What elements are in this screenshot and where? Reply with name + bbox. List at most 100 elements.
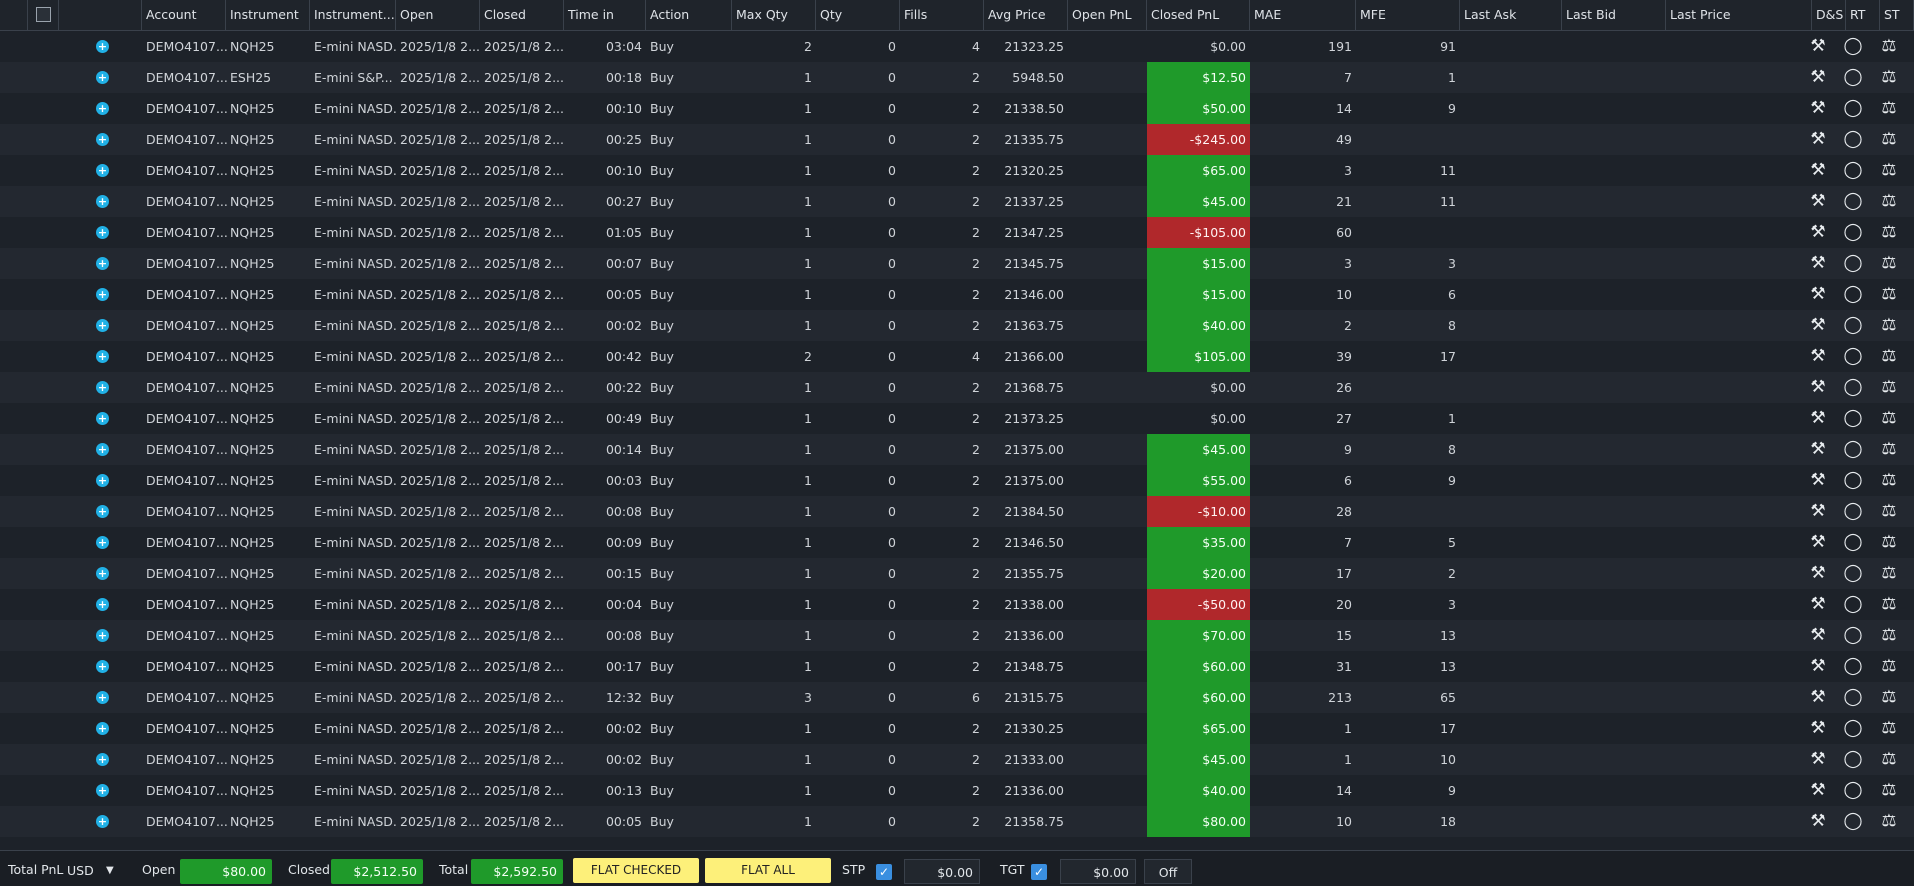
- off-toggle[interactable]: Off: [1144, 859, 1192, 884]
- scales-icon[interactable]: ⚖: [1881, 718, 1897, 738]
- scales-icon[interactable]: ⚖: [1881, 687, 1897, 707]
- piggy-bank-icon[interactable]: ◯: [1843, 594, 1863, 614]
- piggy-bank-icon[interactable]: ◯: [1843, 98, 1863, 118]
- column-header-open-pnl[interactable]: Open PnL: [1068, 0, 1147, 30]
- piggy-bank-icon[interactable]: ◯: [1843, 253, 1863, 273]
- flat-checked-button[interactable]: FLAT CHECKED: [573, 858, 699, 883]
- table-row[interactable]: DEMO4107...NQH25 E-mini NASD... 2025/1/8 2…: [0, 124, 1914, 155]
- table-row[interactable]: DEMO4107...NQH25 E-mini NASD... 2025/1/8 2…: [0, 465, 1914, 496]
- table-row[interactable]: DEMO4107...NQH25 E-mini NASD... 2025/1/8 2…: [0, 93, 1914, 124]
- table-row[interactable]: DEMO4107...NQH25 E-mini NASD... 2025/1/8 2…: [0, 713, 1914, 744]
- expand-row-icon[interactable]: [96, 372, 109, 403]
- column-header-mfe[interactable]: MFE: [1356, 0, 1460, 30]
- expand-row-icon[interactable]: [96, 310, 109, 341]
- table-row[interactable]: DEMO4107...NQH25 E-mini NASD... 2025/1/8 2…: [0, 620, 1914, 651]
- gavel-icon[interactable]: ⚒: [1810, 656, 1826, 676]
- gavel-icon[interactable]: ⚒: [1810, 191, 1826, 211]
- scales-icon[interactable]: ⚖: [1881, 594, 1897, 614]
- scales-icon[interactable]: ⚖: [1881, 625, 1897, 645]
- table-row[interactable]: DEMO4107...NQH25 E-mini NASD... 2025/1/8 2…: [0, 589, 1914, 620]
- column-header-fills[interactable]: Fills: [900, 0, 984, 30]
- scales-icon[interactable]: ⚖: [1881, 129, 1897, 149]
- gavel-icon[interactable]: ⚒: [1810, 687, 1826, 707]
- scales-icon[interactable]: ⚖: [1881, 284, 1897, 304]
- expand-row-icon[interactable]: [96, 434, 109, 465]
- column-header-d-s[interactable]: D&S: [1812, 0, 1846, 30]
- table-row[interactable]: DEMO4107...ESH25 E-mini S&P... 2025/1/8 2.…: [0, 62, 1914, 93]
- scales-icon[interactable]: ⚖: [1881, 253, 1897, 273]
- piggy-bank-icon[interactable]: ◯: [1843, 718, 1863, 738]
- table-row[interactable]: DEMO4107...NQH25 E-mini NASD... 2025/1/8 2…: [0, 341, 1914, 372]
- flat-all-button[interactable]: FLAT ALL: [705, 858, 831, 883]
- expand-row-icon[interactable]: [96, 558, 109, 589]
- tgt-input[interactable]: $0.00: [1060, 859, 1136, 884]
- expand-row-icon[interactable]: [96, 806, 109, 837]
- piggy-bank-icon[interactable]: ◯: [1843, 67, 1863, 87]
- column-header-last-bid[interactable]: Last Bid: [1562, 0, 1666, 30]
- stp-checkbox[interactable]: ✓: [876, 864, 892, 880]
- gavel-icon[interactable]: ⚒: [1810, 718, 1826, 738]
- column-header-qty[interactable]: Qty: [816, 0, 900, 30]
- stp-input[interactable]: $0.00: [904, 859, 980, 884]
- gavel-icon[interactable]: ⚒: [1810, 501, 1826, 521]
- gavel-icon[interactable]: ⚒: [1810, 377, 1826, 397]
- piggy-bank-icon[interactable]: ◯: [1843, 780, 1863, 800]
- table-row[interactable]: DEMO4107...NQH25 E-mini NASD... 2025/1/8 2…: [0, 496, 1914, 527]
- expand-row-icon[interactable]: [96, 620, 109, 651]
- table-row[interactable]: DEMO4107...NQH25 E-mini NASD... 2025/1/8 2…: [0, 217, 1914, 248]
- column-header-open[interactable]: Open: [396, 0, 480, 30]
- column-header-closed-pnl[interactable]: Closed PnL: [1147, 0, 1250, 30]
- table-row[interactable]: DEMO4107...NQH25 E-mini NASD... 2025/1/8 2…: [0, 310, 1914, 341]
- column-header-time-in[interactable]: Time in: [564, 0, 646, 30]
- piggy-bank-icon[interactable]: ◯: [1843, 129, 1863, 149]
- expand-row-icon[interactable]: [96, 155, 109, 186]
- gavel-icon[interactable]: ⚒: [1810, 625, 1826, 645]
- piggy-bank-icon[interactable]: ◯: [1843, 346, 1863, 366]
- expand-row-icon[interactable]: [96, 651, 109, 682]
- column-header-st[interactable]: ST: [1880, 0, 1914, 30]
- scales-icon[interactable]: ⚖: [1881, 160, 1897, 180]
- expand-row-icon[interactable]: [96, 403, 109, 434]
- table-row[interactable]: DEMO4107...NQH25 E-mini NASD... 2025/1/8 2…: [0, 558, 1914, 589]
- scales-icon[interactable]: ⚖: [1881, 67, 1897, 87]
- scales-icon[interactable]: ⚖: [1881, 36, 1897, 56]
- piggy-bank-icon[interactable]: ◯: [1843, 222, 1863, 242]
- gavel-icon[interactable]: ⚒: [1810, 594, 1826, 614]
- gavel-icon[interactable]: ⚒: [1810, 253, 1826, 273]
- scales-icon[interactable]: ⚖: [1881, 222, 1897, 242]
- scales-icon[interactable]: ⚖: [1881, 439, 1897, 459]
- column-header-instrument[interactable]: Instrument: [226, 0, 310, 30]
- expand-row-icon[interactable]: [96, 248, 109, 279]
- gavel-icon[interactable]: ⚒: [1810, 129, 1826, 149]
- scales-icon[interactable]: ⚖: [1881, 191, 1897, 211]
- expand-row-icon[interactable]: [96, 93, 109, 124]
- piggy-bank-icon[interactable]: ◯: [1843, 315, 1863, 335]
- gavel-icon[interactable]: ⚒: [1810, 439, 1826, 459]
- expand-row-icon[interactable]: [96, 744, 109, 775]
- gavel-icon[interactable]: ⚒: [1810, 98, 1826, 118]
- table-row[interactable]: DEMO4107...NQH25 E-mini NASD... 2025/1/8 2…: [0, 744, 1914, 775]
- piggy-bank-icon[interactable]: ◯: [1843, 191, 1863, 211]
- scales-icon[interactable]: ⚖: [1881, 408, 1897, 428]
- column-header-instrument[interactable]: Instrument...: [310, 0, 396, 30]
- gavel-icon[interactable]: ⚒: [1810, 563, 1826, 583]
- table-row[interactable]: DEMO4107...NQH25 E-mini NASD... 2025/1/8 2…: [0, 403, 1914, 434]
- piggy-bank-icon[interactable]: ◯: [1843, 439, 1863, 459]
- scales-icon[interactable]: ⚖: [1881, 749, 1897, 769]
- scales-icon[interactable]: ⚖: [1881, 377, 1897, 397]
- expand-row-icon[interactable]: [96, 465, 109, 496]
- piggy-bank-icon[interactable]: ◯: [1843, 470, 1863, 490]
- column-header-closed[interactable]: Closed: [480, 0, 564, 30]
- table-row[interactable]: DEMO4107...NQH25 E-mini NASD... 2025/1/8 2…: [0, 155, 1914, 186]
- gavel-icon[interactable]: ⚒: [1810, 222, 1826, 242]
- table-row[interactable]: DEMO4107...NQH25 E-mini NASD... 2025/1/8 2…: [0, 527, 1914, 558]
- piggy-bank-icon[interactable]: ◯: [1843, 501, 1863, 521]
- table-row[interactable]: DEMO4107...NQH25 E-mini NASD... 2025/1/8 2…: [0, 31, 1914, 62]
- column-header-avg-price[interactable]: Avg Price: [984, 0, 1068, 30]
- expand-row-icon[interactable]: [96, 713, 109, 744]
- scales-icon[interactable]: ⚖: [1881, 563, 1897, 583]
- column-header-action[interactable]: Action: [646, 0, 732, 30]
- expand-row-icon[interactable]: [96, 775, 109, 806]
- table-row[interactable]: DEMO4107...NQH25 E-mini NASD... 2025/1/8 2…: [0, 651, 1914, 682]
- scales-icon[interactable]: ⚖: [1881, 656, 1897, 676]
